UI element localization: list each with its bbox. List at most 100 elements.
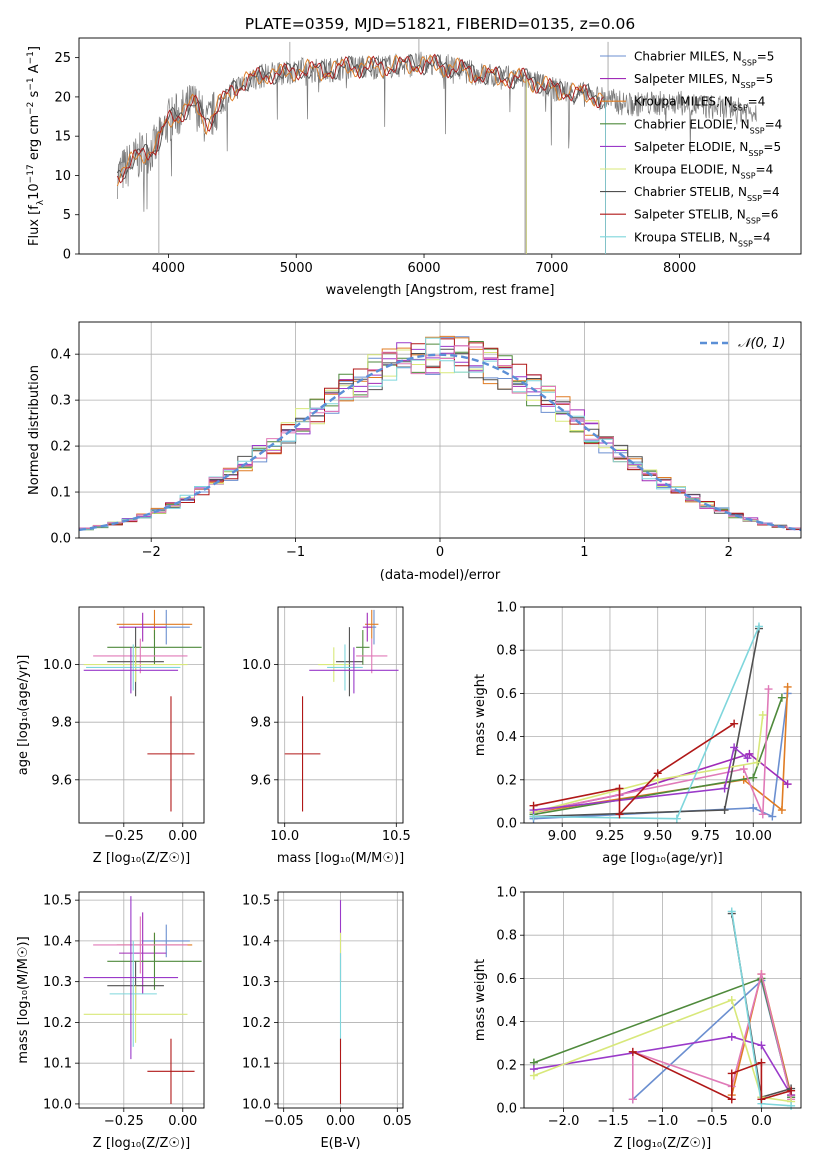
legend-name: Kroupa STELIB	[634, 230, 721, 244]
weight-marker	[653, 769, 662, 778]
x-axis-label: mass [log₁₀(M/M☉)]	[277, 851, 404, 866]
legend-entry: Kroupa STELIB, NSSP=4	[634, 230, 771, 248]
legend-sub: SSP	[733, 103, 748, 112]
x-tick-label: −2	[142, 545, 161, 560]
y-tick-label: 10.0	[242, 1097, 271, 1112]
x-tick-label: 0.00	[326, 1114, 355, 1129]
grid	[79, 607, 204, 823]
weight-marker	[757, 1058, 766, 1067]
weight-marker	[757, 1095, 766, 1104]
y-tick-label: 0.8	[496, 929, 517, 944]
weight-line	[533, 714, 764, 813]
x-tick-label: 5000	[280, 261, 313, 276]
y-tick-label: 9.6	[51, 773, 72, 788]
y-tick-label: 0.6	[496, 972, 517, 987]
axes-frame	[78, 891, 205, 1109]
y-tick-label: 0.0	[496, 817, 517, 832]
weight-marker	[727, 1032, 736, 1041]
weight-marker	[739, 765, 748, 773]
legend-entry: Salpeter MILES, NSSP=5	[634, 72, 773, 90]
y-tick-label: 1.0	[496, 886, 517, 901]
y-axis-label-part: s	[27, 90, 42, 101]
y-tick-label: 10.3	[242, 975, 271, 990]
y-tick-label: 10.1	[43, 1057, 72, 1072]
grid	[278, 607, 403, 823]
x-tick-label: 4000	[152, 261, 185, 276]
x-tick-label: −1.5	[597, 1114, 629, 1129]
legend-sub: SSP	[750, 126, 765, 135]
weight-marker	[529, 1071, 538, 1080]
x-tick-label: 9.25	[595, 829, 624, 844]
weight-line	[533, 689, 770, 815]
legend-nssp: =6	[761, 208, 779, 222]
weight-marker	[777, 693, 786, 702]
x-tick-label: 0.00	[168, 829, 197, 844]
spectrum-axes	[78, 37, 802, 255]
legend-nssp: =4	[748, 95, 766, 109]
y-tick-label: 0.2	[496, 773, 517, 788]
legend-name: Chabrier MILES	[634, 50, 725, 64]
y-tick-label: 10.5	[242, 894, 271, 909]
legend-entry: Chabrier MILES, NSSP=5	[634, 50, 774, 68]
legend-name: Salpeter MILES	[634, 72, 724, 86]
y-tick-label: 0.2	[496, 1058, 517, 1073]
y-tick-label: 10.5	[43, 894, 72, 909]
axes-frame	[277, 606, 404, 824]
legend-n: , N	[724, 163, 741, 177]
y-tick-label: 5	[63, 208, 71, 223]
y-tick-label: 0.0	[496, 1102, 517, 1117]
model-line	[116, 53, 604, 184]
weight-marker	[753, 758, 762, 767]
x-tick-label: −0.5	[696, 1114, 728, 1129]
weight-marker	[720, 806, 729, 815]
grid	[79, 892, 204, 1108]
legend-n: , N	[725, 50, 742, 64]
chart-title: PLATE=0359, MJD=51821, FIBERID=0135, z=0…	[245, 15, 635, 33]
y-axis-label-part: Flux [f	[27, 205, 42, 246]
x-tick-label: 10.0	[270, 829, 299, 844]
legend-entry: Chabrier STELIB, NSSP=4	[634, 185, 780, 203]
legend-name: Salpeter STELIB	[634, 208, 729, 222]
x-axis-label: Z [log₁₀(Z/Z☉)]	[93, 1136, 190, 1151]
x-tick-label: 10.5	[382, 829, 411, 844]
y-tick-label: 10.4	[43, 934, 72, 949]
weight-marker	[787, 1086, 796, 1095]
y-tick-label: 0.4	[50, 348, 71, 363]
weight-marker	[783, 780, 792, 789]
legend-n: , N	[729, 208, 746, 222]
weight-marker	[727, 907, 736, 916]
x-tick-label: −0.05	[264, 1114, 304, 1129]
y-axis-label-part: −1	[26, 51, 36, 64]
model-line	[116, 53, 604, 180]
legend-entry: 𝒩(0, 1)	[738, 336, 785, 351]
y-axis-label-part: ]	[27, 46, 42, 51]
x-tick-label: 0.05	[383, 1114, 412, 1129]
y-tick-label: 10.1	[242, 1057, 271, 1072]
weight-marker	[615, 810, 624, 819]
y-tick-label: 0.1	[50, 486, 71, 501]
x-tick-label: 0	[436, 545, 444, 560]
x-tick-label: −0.25	[104, 1114, 144, 1129]
weight-line	[632, 1051, 792, 1101]
grid	[524, 606, 801, 824]
weight-marker	[743, 754, 752, 763]
y-tick-label: 20	[54, 90, 71, 105]
y-axis-label-part: A	[27, 64, 42, 77]
y-axis-label: mass weight	[473, 674, 488, 756]
legend-name: Chabrier STELIB	[634, 185, 730, 199]
weight-marker	[727, 1095, 736, 1104]
x-tick-label: 6000	[407, 261, 440, 276]
legend-entry: Salpeter ELODIE, NSSP=5	[634, 140, 781, 158]
legend-nssp: =5	[757, 50, 775, 64]
legend-name: Kroupa ELODIE	[634, 163, 724, 177]
x-tick-label: 1	[580, 545, 588, 560]
legend-entry: Kroupa MILES, NSSP=4	[634, 95, 765, 113]
weight-marker	[727, 996, 736, 1004]
y-axis-label: Flux [fλ10−17 erg cm−2 s−1 A−1]	[26, 46, 46, 246]
weight-marker	[628, 1047, 637, 1056]
x-tick-label: −2.0	[548, 1114, 580, 1129]
weight-marker	[749, 773, 758, 782]
x-axis-label: Z [log₁₀(Z/Z☉)]	[614, 1136, 711, 1151]
weight-marker	[730, 743, 739, 752]
legend-name: Kroupa MILES	[634, 95, 716, 109]
